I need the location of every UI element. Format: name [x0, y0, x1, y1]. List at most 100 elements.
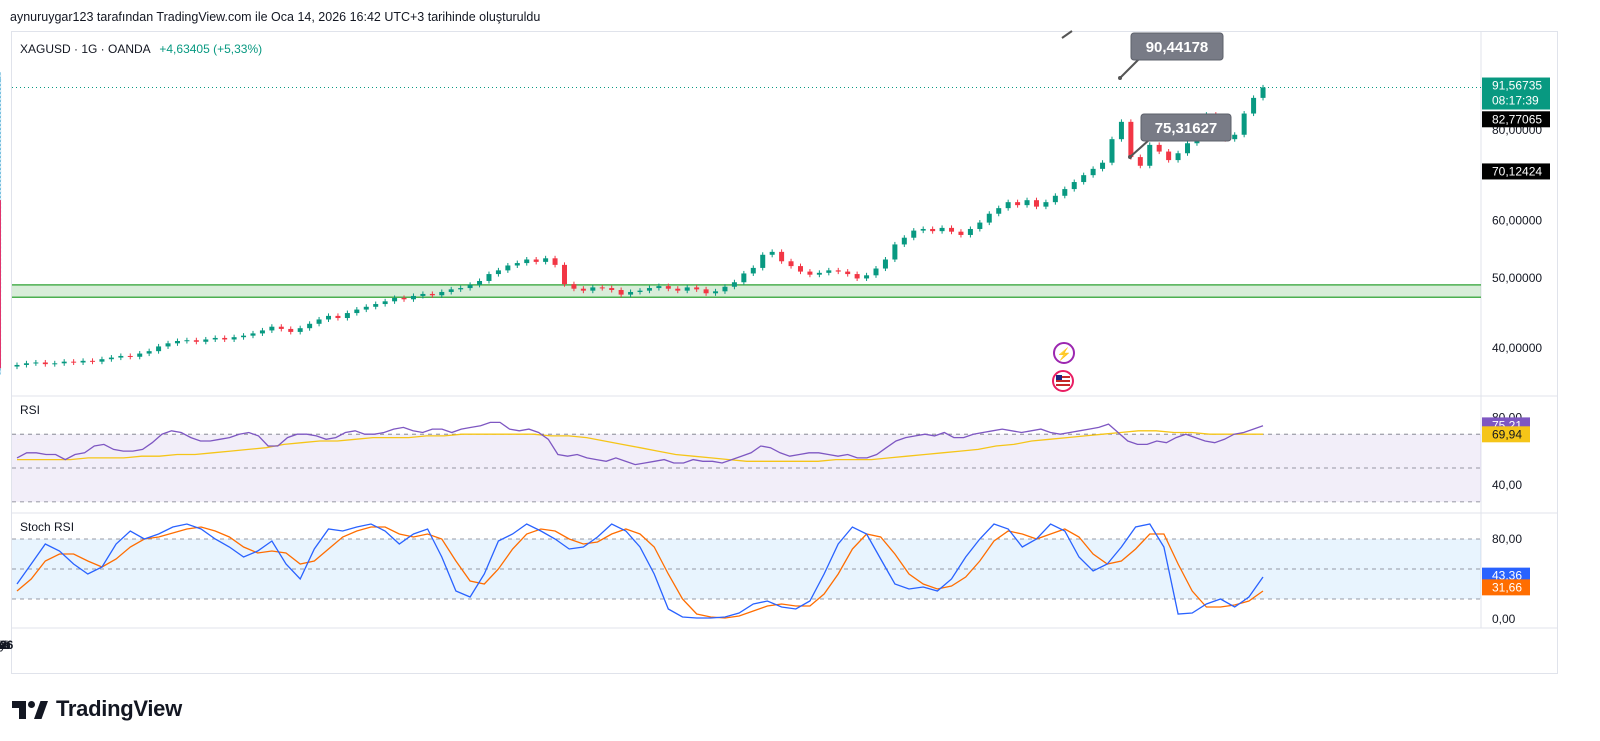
price-label-text: 70,12424: [1492, 164, 1542, 178]
candle-body: [533, 259, 539, 262]
candle-body: [996, 208, 1002, 214]
candle-body: [297, 328, 303, 332]
tradingview-logo[interactable]: TradingView: [12, 696, 182, 722]
candle-body: [514, 263, 520, 266]
us-flag-stripe-2: [1056, 380, 1070, 382]
candle-body: [203, 339, 209, 342]
candle-body: [854, 274, 860, 279]
candle-body: [665, 286, 671, 289]
author-line: aynuruygar123 tarafından TradingView.com…: [10, 10, 541, 24]
candle-body: [80, 360, 86, 363]
candle-body: [137, 353, 143, 357]
candle-body: [231, 337, 237, 340]
candle-body: [845, 271, 851, 275]
candle-body: [373, 304, 379, 307]
symbol-change: +4,63405 (+5,33%): [159, 42, 263, 56]
price-label-box: [1482, 111, 1550, 128]
time-tick-label: 2026: [0, 638, 14, 652]
candle-body: [23, 363, 29, 365]
candle-body: [1175, 153, 1181, 161]
candle-body: [90, 360, 96, 362]
candle-body: [826, 270, 832, 273]
candle-body: [1118, 121, 1124, 140]
candle-body: [892, 244, 898, 260]
candle-body: [71, 361, 77, 363]
candle-body: [1232, 134, 1238, 140]
candle-body: [458, 288, 464, 290]
time-tick-label: Mar: [0, 638, 10, 652]
osc-label-box: [1482, 426, 1530, 443]
candle-body: [1156, 144, 1162, 152]
candle-body: [788, 261, 794, 267]
rsi-ma-line: [17, 430, 1263, 462]
osc-label-text: 69,94: [1492, 427, 1522, 441]
candle-body: [410, 295, 416, 300]
candle-body: [316, 319, 322, 324]
candle-body: [1033, 200, 1039, 207]
candle-body: [156, 346, 162, 352]
candle-body: [911, 230, 917, 238]
candle-body: [1090, 168, 1096, 176]
candle-body: [212, 337, 218, 340]
candle-body: [769, 251, 775, 255]
support-zone: [12, 284, 1481, 299]
candle-body: [344, 313, 350, 319]
time-tick-label: Kas: [0, 638, 10, 652]
event-icon-dividend: [1053, 342, 1075, 364]
callout-upper-box: [1130, 32, 1224, 61]
stoch-k-line: [16, 523, 1264, 619]
candle-body: [713, 291, 719, 294]
candle-body: [901, 237, 907, 245]
candle-body: [977, 222, 983, 229]
candle-body: [741, 273, 747, 283]
candle-body: [42, 362, 48, 365]
candle-body: [609, 288, 615, 291]
candle-body: [1100, 162, 1106, 169]
candle-body: [288, 328, 294, 332]
symbol-info: XAGUSD · 1G · OANDA +4,63405 (+5,33%): [20, 42, 262, 56]
candle-body: [864, 275, 870, 279]
stoch-d-line: [16, 526, 1264, 619]
candle-body: [779, 251, 785, 262]
candle-body: [354, 309, 360, 314]
candle-body: [1147, 144, 1153, 166]
candle-body: [259, 330, 265, 334]
support-zone-fill: [12, 284, 1481, 298]
osc-tick-label: 40,00: [1492, 478, 1522, 492]
time-tick-label: Şub: [0, 638, 11, 652]
price-tick-label: 50,00000: [1492, 271, 1542, 285]
Stoch RSI-title: Stoch RSI: [20, 520, 74, 534]
candle-body: [1137, 157, 1143, 166]
candle-body: [873, 268, 879, 276]
price-tick-label: 40,00000: [1492, 341, 1542, 355]
candle-body: [505, 265, 511, 271]
candle-body: [1081, 175, 1087, 183]
price-label-box: [1482, 163, 1550, 180]
candle-body: [1128, 121, 1134, 158]
price-label-box: [1482, 77, 1550, 110]
candle-body: [637, 290, 643, 292]
candle-body: [241, 335, 247, 338]
callout-extra-pointer: [1061, 30, 1073, 39]
candle-body: [99, 359, 105, 362]
candle-body: [307, 323, 313, 329]
callout-upper-tip: [1118, 76, 1122, 80]
candle-body: [495, 270, 501, 275]
candle-body: [675, 288, 681, 291]
candle-body: [590, 287, 596, 291]
chart-frame: [11, 31, 1558, 674]
price-label-text: 91,56735: [1492, 79, 1542, 93]
candle-body: [580, 288, 586, 291]
candle-body: [269, 326, 275, 331]
candle-body: [278, 326, 284, 329]
candle-body: [222, 337, 228, 340]
candle-body: [524, 259, 530, 264]
RSI-title: RSI: [20, 403, 40, 417]
candle-body: [467, 284, 473, 289]
candle-body: [477, 280, 483, 285]
callout-upper-pointer: [1119, 58, 1140, 79]
candle-body: [420, 293, 426, 296]
candle-body: [448, 289, 454, 292]
